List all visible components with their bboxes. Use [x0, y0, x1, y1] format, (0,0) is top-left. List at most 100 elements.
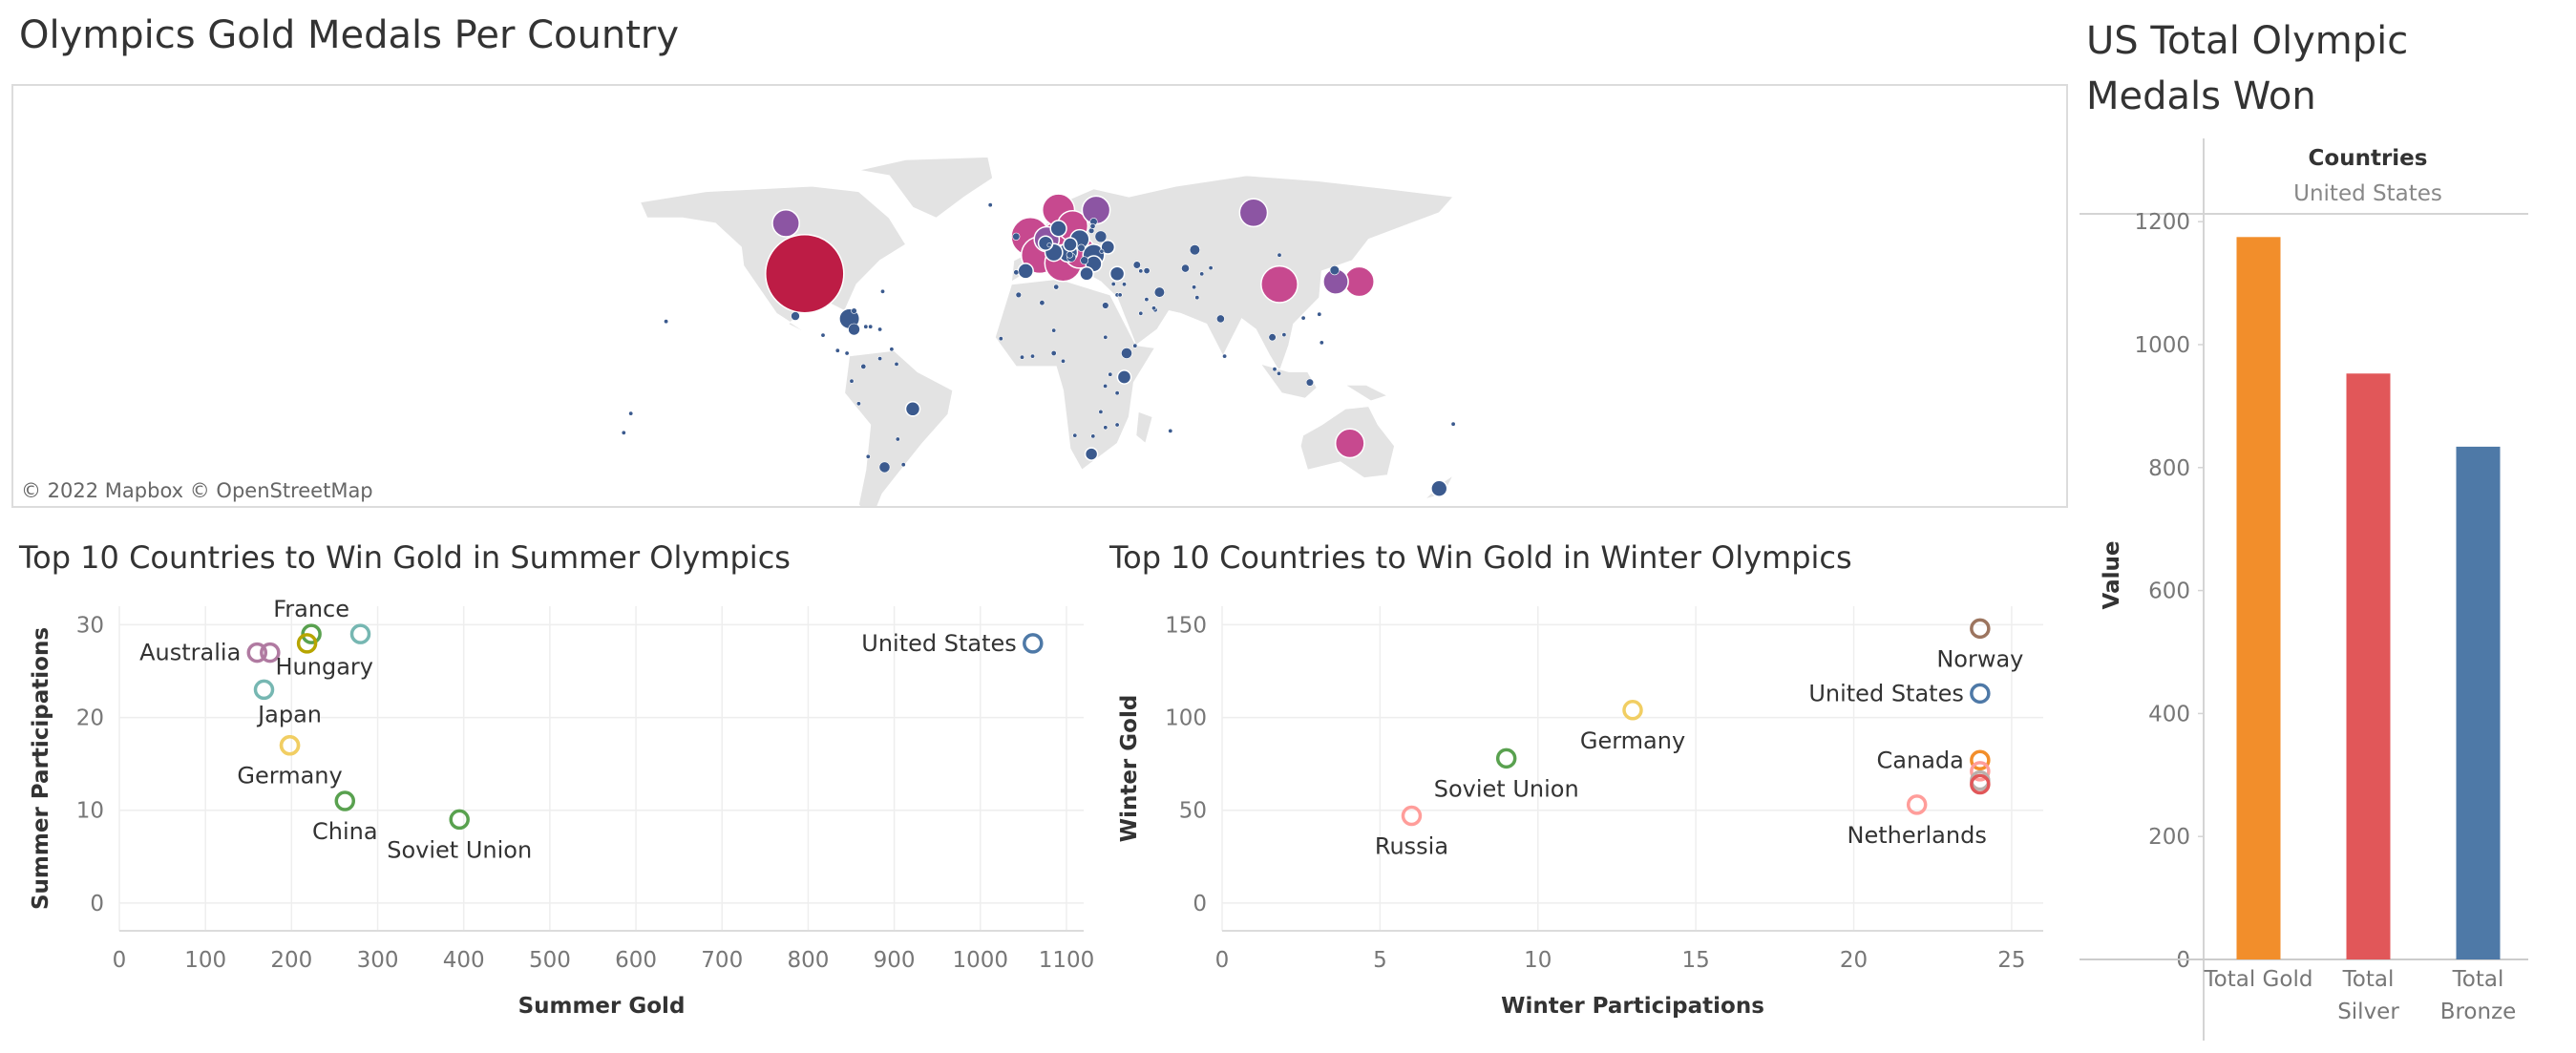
bubble-kuwait[interactable] [1144, 297, 1150, 303]
bubble-georgia[interactable] [1132, 261, 1141, 269]
bubble-belarus[interactable] [1094, 230, 1108, 243]
point-marker[interactable] [260, 642, 281, 663]
bubble-south-africa[interactable] [1084, 447, 1099, 461]
point-germany[interactable] [279, 734, 301, 756]
bubble-philippines[interactable] [1319, 340, 1324, 346]
bubble-panama[interactable] [844, 350, 850, 356]
bubble-dominican-republic[interactable] [868, 324, 874, 329]
bubble-peru[interactable] [855, 401, 861, 407]
bubble-luxembourg[interactable] [1046, 242, 1052, 248]
bubble-vietnam[interactable] [1281, 332, 1287, 338]
point-marker[interactable] [349, 623, 371, 644]
bubble-sudan[interactable] [1103, 334, 1109, 340]
bubble-new-zealand[interactable] [1430, 479, 1448, 497]
bubble-greece[interactable] [1079, 265, 1094, 282]
bubble-colombia[interactable] [860, 363, 867, 369]
gold-medals-map[interactable]: © 2022 Mapbox © OpenStreetMap [11, 84, 2068, 508]
bubble-cameroon[interactable] [1061, 358, 1066, 364]
bubble-serbia[interactable] [1080, 256, 1089, 265]
bubble-fiji[interactable] [1450, 421, 1456, 427]
bubble-bermuda[interactable] [879, 288, 885, 294]
bubble-jamaica[interactable] [848, 323, 860, 336]
point-marker[interactable] [296, 633, 318, 654]
bubble-morocco[interactable] [1015, 291, 1023, 299]
bubble-puerto-rico[interactable] [877, 326, 883, 332]
bubble-spain[interactable] [1017, 263, 1034, 280]
bubble-ukraine[interactable] [1100, 240, 1116, 255]
bubble-latvia[interactable] [1089, 222, 1096, 229]
bubble-botswana[interactable] [1090, 433, 1096, 439]
bubble-uganda[interactable] [1108, 371, 1113, 377]
point-united-states[interactable] [1970, 683, 1991, 705]
bubble-brazil[interactable] [904, 401, 921, 417]
bubble-uruguay[interactable] [900, 462, 906, 468]
bubble-tanzania[interactable] [1114, 390, 1120, 396]
bubble-mexico[interactable] [791, 311, 800, 321]
bubble-pakistan[interactable] [1194, 295, 1200, 301]
bubble-north-korea[interactable] [1329, 265, 1340, 276]
point-soviet-union[interactable] [1495, 748, 1517, 769]
point-norway[interactable] [1970, 618, 1991, 640]
bubble-canada[interactable] [771, 209, 800, 238]
bubble-slovenia[interactable] [1066, 251, 1074, 259]
bubble-paraguay[interactable] [895, 436, 900, 442]
bubble-kyrgyzstan[interactable] [1208, 265, 1214, 271]
bubble-namibia[interactable] [1072, 432, 1078, 438]
bubble-bahrain[interactable] [1151, 305, 1157, 311]
bubble-moldova[interactable] [1099, 248, 1105, 254]
bubble-haiti[interactable] [863, 324, 869, 329]
bubble-samoa[interactable] [628, 411, 634, 416]
bubble-guyana[interactable] [894, 361, 899, 367]
bubble-uzbekistan[interactable] [1181, 263, 1190, 273]
bubble-mozambique[interactable] [1114, 422, 1120, 428]
bubble-turkey[interactable] [1109, 265, 1126, 282]
bubble-ghana[interactable] [1030, 353, 1036, 359]
bar-total-silver[interactable] [2346, 373, 2391, 959]
bar-total-bronze[interactable] [2456, 446, 2501, 959]
bubble-china[interactable] [1260, 264, 1299, 304]
bubble-burundi[interactable] [1103, 383, 1109, 389]
bubble-hawaii[interactable] [664, 319, 669, 325]
bubble-hong-kong[interactable] [1300, 315, 1306, 321]
bubble-united-states[interactable] [765, 233, 845, 314]
bubble-azerbaijan[interactable] [1143, 267, 1151, 275]
bubble-costa-rica[interactable] [834, 347, 840, 353]
bubble-thailand[interactable] [1268, 333, 1277, 342]
bubble-zambia[interactable] [1098, 409, 1104, 414]
bubble-slovakia[interactable] [1077, 243, 1086, 252]
bubble-trinidad-and-tobago[interactable] [889, 347, 895, 352]
bubble-ivory-coast[interactable] [1020, 354, 1025, 360]
point-russia[interactable] [1401, 805, 1423, 827]
bubble-nigeria[interactable] [1050, 349, 1057, 356]
bubble-india[interactable] [1216, 314, 1225, 324]
bubble-ecuador[interactable] [849, 378, 855, 384]
bubble-indonesia[interactable] [1305, 378, 1314, 387]
bubble-tonga[interactable] [621, 430, 626, 435]
point-hungary[interactable] [253, 679, 275, 701]
bubble-djibouti[interactable] [1132, 343, 1138, 348]
bubble-saudi-arabia[interactable] [1138, 310, 1144, 316]
bubble-malaysia[interactable] [1272, 367, 1277, 372]
bubble-australia[interactable] [1334, 428, 1365, 459]
bubble-ireland[interactable] [1012, 232, 1021, 241]
point-canada[interactable] [1970, 749, 1991, 771]
bubble-syria[interactable] [1122, 282, 1128, 287]
bubble-portugal[interactable] [1013, 269, 1020, 276]
point-china[interactable] [334, 790, 356, 811]
point-soviet-union[interactable] [449, 809, 470, 831]
bubble-iceland[interactable] [987, 202, 993, 208]
bubble-ethiopia[interactable] [1121, 347, 1132, 359]
bubble-kazakhstan[interactable] [1189, 244, 1200, 256]
bubble-czechia[interactable] [1063, 237, 1078, 252]
bubble-chile[interactable] [865, 453, 871, 459]
bubble-jordan[interactable] [1117, 292, 1123, 298]
bubble-tunisia[interactable] [1053, 284, 1060, 290]
point-marker[interactable] [1970, 761, 1991, 782]
bubble-mauritius[interactable] [1168, 428, 1173, 433]
world-map[interactable] [13, 86, 2066, 506]
point-australia[interactable] [246, 642, 268, 663]
bar-total-gold[interactable] [2236, 237, 2281, 960]
point-germany[interactable] [1622, 700, 1643, 721]
bubble-bahamas[interactable] [851, 307, 857, 314]
bubble-afghanistan[interactable] [1192, 284, 1197, 290]
